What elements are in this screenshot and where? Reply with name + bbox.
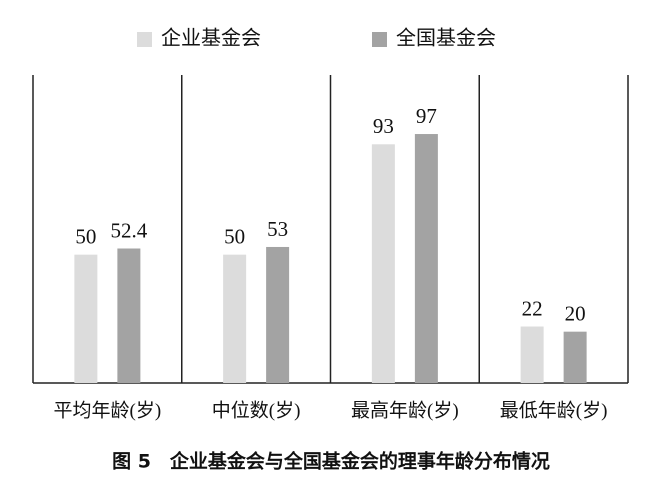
legend-swatch [372,32,387,47]
bar [371,144,395,383]
value-label: 22 [522,296,543,320]
bar [117,248,141,383]
x-tick-label: 中位数(岁) [212,399,301,421]
x-tick-label: 平均年龄(岁) [54,399,162,421]
value-label: 50 [75,224,96,248]
x-tick-label: 最高年龄(岁) [351,399,459,421]
value-label: 50 [224,224,245,248]
bar [223,254,247,383]
bar [563,331,587,383]
value-label: 93 [373,114,394,138]
value-label: 97 [416,104,437,128]
value-label: 20 [565,301,586,325]
value-label: 52.4 [111,218,148,242]
bar [74,254,98,383]
legend-label: 全国基金会 [396,27,496,50]
legend-label: 企业基金会 [161,27,261,50]
legend-swatch [137,32,152,47]
bar [266,246,290,383]
bar [520,326,544,383]
value-label: 53 [267,217,288,241]
x-tick-label: 最低年龄(岁) [500,399,608,421]
bar [414,134,438,383]
chart-title: 图 5 企业基金会与全国基金会的理事年龄分布情况 [112,450,550,473]
